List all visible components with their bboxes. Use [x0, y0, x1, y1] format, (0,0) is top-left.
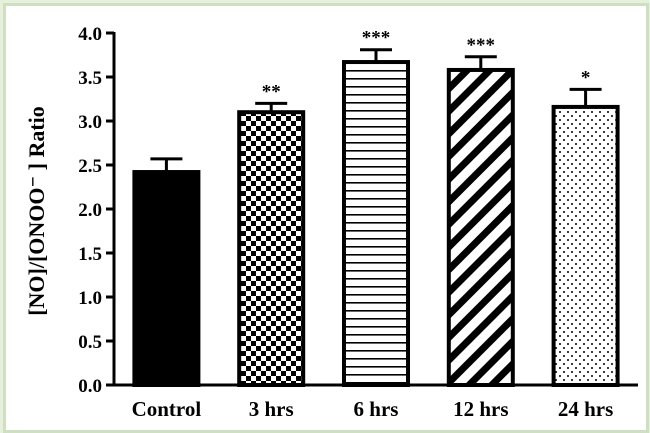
bar-12-hrs: [446, 67, 515, 388]
x-category-label: Control: [132, 397, 202, 421]
significance-label: **: [262, 81, 281, 102]
chart-frame: 0.0 0.5 1.0 1.5 2.0 2.5 3.0 3.5 4.0 Control ** 3 h…: [3, 3, 649, 433]
axes: 0.0 0.5 1.0 1.5 2.0 2.5 3.0 3.5 4.0: [78, 24, 638, 397]
x-category-label: 12 hrs: [453, 397, 508, 421]
y-tick-label: 2.0: [78, 200, 102, 221]
x-category-label: 24 hrs: [558, 397, 613, 421]
y-axis-title: [NO]/[ONOO⁻ ] Ratio: [24, 106, 49, 316]
x-category-label: 3 hrs: [249, 397, 294, 421]
y-tick-label: 3.5: [78, 68, 102, 89]
significance-label: ***: [362, 28, 391, 49]
x-category-label: 6 hrs: [354, 397, 399, 421]
y-tick-label: 2.5: [78, 156, 102, 177]
y-tick-label: 0.0: [78, 376, 102, 397]
significance-label: *: [581, 67, 591, 88]
bar-24-hrs: [551, 104, 620, 387]
bar-chart: 0.0 0.5 1.0 1.5 2.0 2.5 3.0 3.5 4.0 Control ** 3 h…: [24, 24, 638, 421]
y-tick-label: 4.0: [78, 24, 102, 45]
bar-3-hrs: [237, 110, 306, 387]
y-tick-label: 1.5: [78, 244, 102, 265]
bar-control: [132, 170, 201, 387]
y-tick-label: 3.0: [78, 112, 102, 133]
significance-label: ***: [467, 35, 496, 56]
y-tick-label: 0.5: [78, 332, 102, 353]
bars: Control ** 3 hrs *** 6 hrs *** 12 hrs * 24 hrs: [132, 28, 620, 421]
bar-6-hrs: [342, 60, 410, 387]
y-tick-label: 1.0: [78, 288, 102, 309]
